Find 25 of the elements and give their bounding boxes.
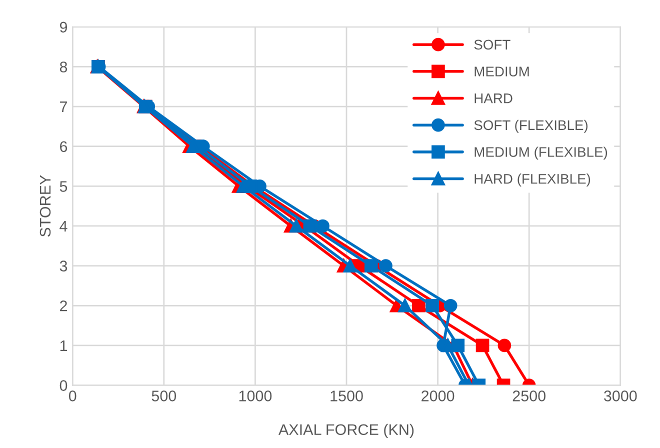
y-tick-label: 9 xyxy=(60,22,68,33)
y-tick-label: 3 xyxy=(60,260,68,272)
x-tick-label: 500 xyxy=(152,390,176,402)
legend-label: HARD (FLEXIBLE) xyxy=(474,174,590,186)
y-tick-label: 8 xyxy=(60,62,68,72)
y-tick-label: 1 xyxy=(60,340,67,351)
x-axis-title: AXIAL FORCE (KN) xyxy=(278,424,414,438)
y-tick-label: 4 xyxy=(60,221,68,232)
legend-label: MEDIUM (FLEXIBLE) xyxy=(474,146,608,160)
legend-label: HARD xyxy=(474,94,512,104)
y-axis-title: STOREY xyxy=(40,175,51,237)
y-tick-label: 0 xyxy=(60,380,68,391)
x-tick-label: 2000 xyxy=(422,390,454,402)
legend-label: SOFT (FLEXIBLE) xyxy=(474,120,588,133)
y-tick-label: 6 xyxy=(60,141,68,152)
x-tick-label: 1000 xyxy=(239,390,272,402)
legend-label: SOFT xyxy=(474,40,510,50)
y-tick-label: 5 xyxy=(60,181,68,192)
x-tick-label: 2500 xyxy=(512,390,546,402)
legend-label: MEDIUM xyxy=(474,66,529,76)
x-tick-label: 0 xyxy=(68,390,76,402)
y-tick-label: 7 xyxy=(60,102,67,112)
x-tick-label: 1500 xyxy=(330,390,363,402)
y-tick-label: 2 xyxy=(60,300,67,312)
x-tick-label: 3000 xyxy=(604,390,637,402)
